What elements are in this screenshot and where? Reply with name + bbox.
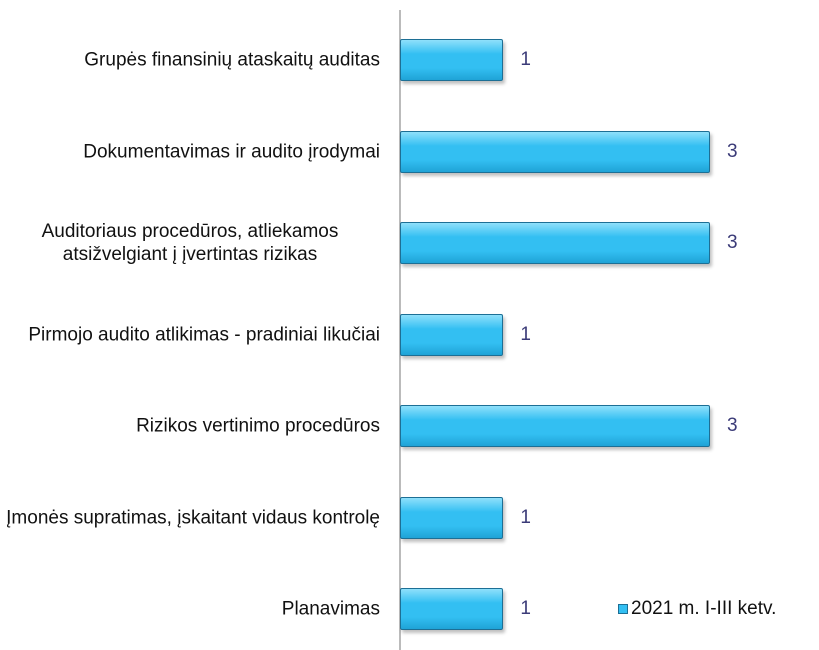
category-label: Pirmojo audito atlikimas - pradiniai lik… <box>28 324 380 345</box>
value-label: 1 <box>520 506 531 528</box>
bar <box>400 222 710 264</box>
category-label: Įmonės supratimas, įskaitant vidaus kont… <box>6 507 380 528</box>
value-label: 1 <box>520 49 531 70</box>
bar <box>400 313 504 356</box>
legend: 2021 m. I-III ketv. <box>618 598 776 620</box>
value-label: 1 <box>520 598 531 619</box>
category-label: Grupės finansinių ataskaitų auditas <box>84 49 380 71</box>
bar <box>400 130 710 173</box>
category-label: Planavimas <box>281 598 380 620</box>
value-label: 1 <box>520 323 531 345</box>
category-label: Auditoriaus procedūros, atliekamos atsiž… <box>41 221 339 265</box>
value-label: 3 <box>727 415 738 436</box>
bar <box>400 496 504 539</box>
value-label: 3 <box>727 232 738 253</box>
bar <box>400 588 504 630</box>
category-axis <box>399 10 401 650</box>
category-label: Dokumentavimas ir audito įrodymai <box>83 141 380 162</box>
value-label: 3 <box>727 140 738 162</box>
legend-label: 2021 m. I-III ketv. <box>631 598 777 619</box>
bar <box>400 39 504 81</box>
category-label: Rizikos vertinimo procedūros <box>136 415 380 437</box>
legend-swatch <box>618 604 628 614</box>
bar <box>400 405 710 447</box>
